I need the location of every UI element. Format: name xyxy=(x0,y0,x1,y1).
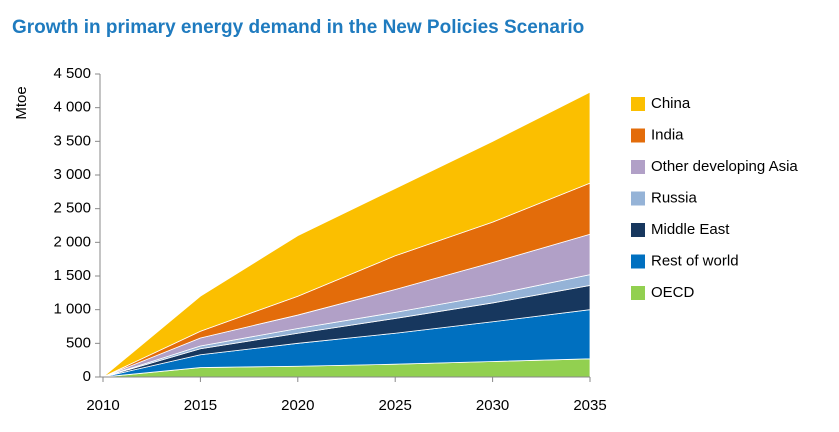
y-tick-label: 500 xyxy=(66,334,91,351)
y-tick-label: 3 500 xyxy=(53,132,91,149)
y-tick-label: 1 000 xyxy=(53,301,91,318)
legend-swatch xyxy=(631,128,645,143)
legend-label: OECD xyxy=(651,284,695,301)
legend-label: Rest of world xyxy=(651,252,739,269)
x-tick-label: 2015 xyxy=(184,397,217,414)
legend-swatch xyxy=(631,254,645,269)
y-tick-label: 3 000 xyxy=(53,166,91,183)
chart-title: Growth in primary energy demand in the N… xyxy=(12,17,584,38)
legend-swatch xyxy=(631,223,645,237)
y-tick-label: 4 500 xyxy=(53,65,91,82)
legend-swatch xyxy=(631,286,645,300)
x-tick-label: 2020 xyxy=(281,397,314,414)
area xyxy=(102,91,591,378)
x-tick-label: 2030 xyxy=(476,397,509,414)
legend-label: Middle East xyxy=(651,221,730,238)
x-tick-label: 2035 xyxy=(573,397,606,414)
legend-label: Russia xyxy=(651,189,698,206)
legend-label: Other developing Asia xyxy=(651,158,798,175)
x-tick-label: 2010 xyxy=(86,397,119,414)
legend-swatch xyxy=(631,160,645,174)
y-tick-label: 1 500 xyxy=(53,267,91,284)
y-axis-label: Mtoe xyxy=(13,86,30,119)
legend-swatch xyxy=(631,191,645,206)
legend-label: China xyxy=(651,95,691,112)
legend-swatch xyxy=(631,97,645,111)
legend-label: India xyxy=(651,126,684,143)
x-tick-label: 2025 xyxy=(379,397,412,414)
y-tick-label: 2 500 xyxy=(53,200,91,217)
y-tick-label: 4 000 xyxy=(53,99,91,116)
y-tick-label: 0 xyxy=(83,368,91,385)
y-tick-label: 2 000 xyxy=(53,233,91,250)
